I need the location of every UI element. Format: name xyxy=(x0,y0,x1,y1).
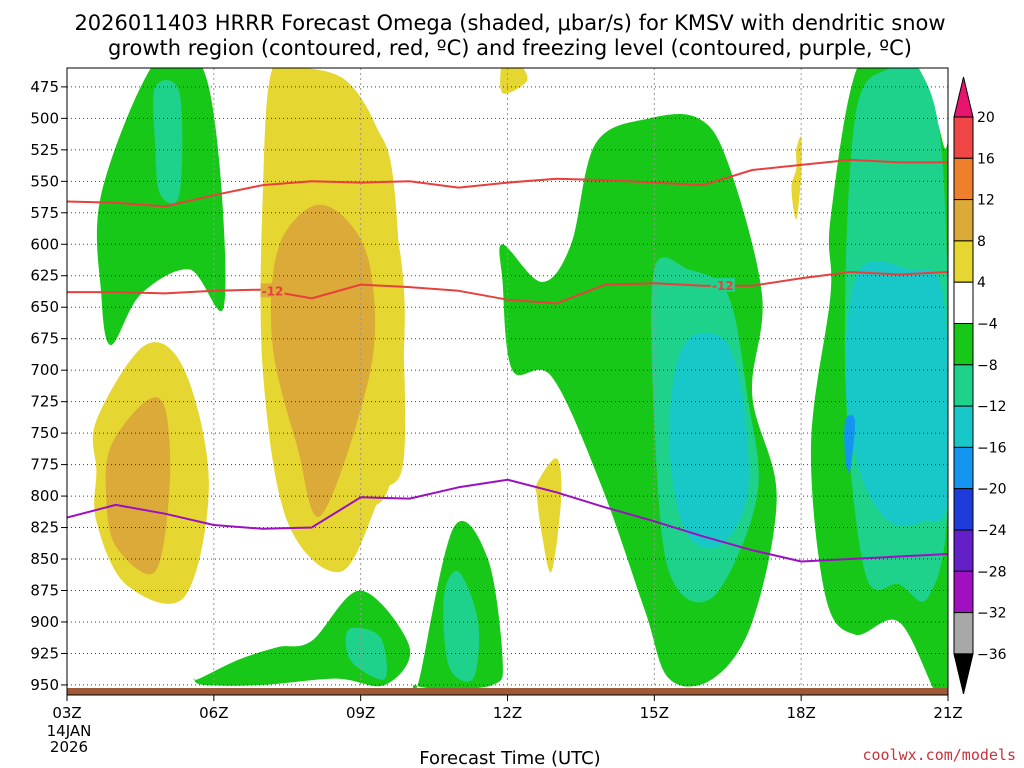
colorbar-label-4: 4 xyxy=(977,275,986,291)
y-tick-label-700: 700 xyxy=(30,361,59,379)
y-tick-label-575: 575 xyxy=(30,204,59,222)
freezing-level-line xyxy=(67,478,948,563)
terrain-strip xyxy=(67,688,948,695)
colorbar-label-11: −28 xyxy=(977,564,1007,580)
y-tick-label-675: 675 xyxy=(30,330,59,348)
y-tick-label-925: 925 xyxy=(30,644,59,662)
x-date-label: 14JAN xyxy=(47,722,92,740)
y-tick-label-550: 550 xyxy=(30,172,59,190)
colorbar-label-2: 12 xyxy=(977,193,995,209)
axes: 475 500 525 550 575 600 625 650 675 700 725 750 775 8… xyxy=(30,78,962,722)
omega-region-21 xyxy=(791,136,802,220)
contour-label-1: -12 xyxy=(262,284,284,298)
x-year-label: 2026 xyxy=(50,738,88,756)
omega-region-16 xyxy=(270,204,376,517)
omega-region-2 xyxy=(153,80,183,204)
omega-region-6 xyxy=(443,570,480,682)
omega-region-12 xyxy=(845,260,948,527)
y-tick-label-750: 750 xyxy=(30,424,59,442)
colorbar-swatch-2 xyxy=(953,157,974,201)
x-tick-label-12Z: 12Z xyxy=(493,704,522,722)
chart-title-line-1: 2026011403 HRRR Forecast Omega (shaded, … xyxy=(74,11,945,35)
y-tick-label-775: 775 xyxy=(30,456,59,474)
y-tick-label-900: 900 xyxy=(30,613,59,631)
contour-label-bg-2 xyxy=(710,277,735,292)
omega-shading xyxy=(92,68,948,695)
grid-lines xyxy=(67,68,948,695)
x-tick-label-09Z: 09Z xyxy=(346,704,375,722)
x-tick-label-06Z: 06Z xyxy=(199,704,228,722)
omega-region-18 xyxy=(105,397,171,575)
colorbar-swatch-1 xyxy=(953,116,974,159)
y-tick-label-800: 800 xyxy=(30,487,59,505)
colorbar: 20 16 12 8 4 −4 −8 −12 −16 −20 −24 −28 −32 −36 xyxy=(953,76,1007,695)
dgz-contour-2 xyxy=(67,271,948,305)
y-tick-label-950: 950 xyxy=(30,676,59,694)
omega-region-19 xyxy=(535,458,562,573)
credit-label: coolwx.com/models xyxy=(862,746,1016,764)
y-tick-label-825: 825 xyxy=(30,519,59,537)
colorbar-swatch-11 xyxy=(953,529,974,572)
colorbar-label-1: 16 xyxy=(977,151,995,167)
colorbar-label-0: 20 xyxy=(977,110,995,126)
chart-title-line-2: growth region (contoured, red, ºC) and f… xyxy=(108,36,912,60)
dgz-contour-1 xyxy=(67,158,948,208)
colorbar-label-13: −36 xyxy=(977,647,1007,663)
omega-region-4 xyxy=(345,627,387,680)
x-tick-label-21Z: 21Z xyxy=(933,704,962,722)
colorbar-label-5: −4 xyxy=(977,317,998,333)
colorbar-swatch-9 xyxy=(953,446,974,490)
colorbar-swatch-5 xyxy=(953,281,974,325)
colorbar-label-9: −20 xyxy=(977,482,1007,498)
y-tick-label-625: 625 xyxy=(30,267,59,285)
omega-region-13 xyxy=(844,414,856,473)
y-tick-label-850: 850 xyxy=(30,550,59,568)
colorbar-swatch-8 xyxy=(953,405,974,448)
colorbar-swatch-12 xyxy=(953,570,974,614)
x-axis-label: Forecast Time (UTC) xyxy=(419,748,600,768)
y-tick-label-725: 725 xyxy=(30,393,59,411)
colorbar-swatch-10 xyxy=(953,488,974,531)
colorbar-swatch-4 xyxy=(953,240,974,283)
y-tick-label-650: 650 xyxy=(30,298,59,316)
omega-region-9 xyxy=(669,332,749,549)
colorbar-label-3: 8 xyxy=(977,234,986,250)
colorbar-bottom-arrow xyxy=(953,653,974,695)
y-tick-label-525: 525 xyxy=(30,141,59,159)
x-tick-label-18Z: 18Z xyxy=(786,704,815,722)
y-tick-label-500: 500 xyxy=(30,109,59,127)
x-tick-label-15Z: 15Z xyxy=(640,704,669,722)
colorbar-label-12: −32 xyxy=(977,606,1007,622)
colorbar-swatch-6 xyxy=(953,323,974,366)
contour-label-bg-1 xyxy=(260,283,285,298)
colorbar-label-8: −16 xyxy=(977,440,1007,456)
colorbar-label-7: −12 xyxy=(977,399,1007,415)
contour-label-2: -12 xyxy=(712,279,734,293)
y-tick-label-475: 475 xyxy=(30,78,59,96)
contour-lines: -12 -12 xyxy=(67,158,948,563)
x-tick-label-03Z: 03Z xyxy=(52,704,81,722)
colorbar-label-10: −24 xyxy=(977,523,1007,539)
colorbar-swatch-7 xyxy=(953,364,974,407)
y-tick-label-600: 600 xyxy=(30,235,59,253)
y-tick-label-875: 875 xyxy=(30,582,59,600)
colorbar-swatch-13 xyxy=(953,612,974,655)
colorbar-swatch-3 xyxy=(953,199,974,242)
colorbar-label-6: −8 xyxy=(977,358,998,374)
